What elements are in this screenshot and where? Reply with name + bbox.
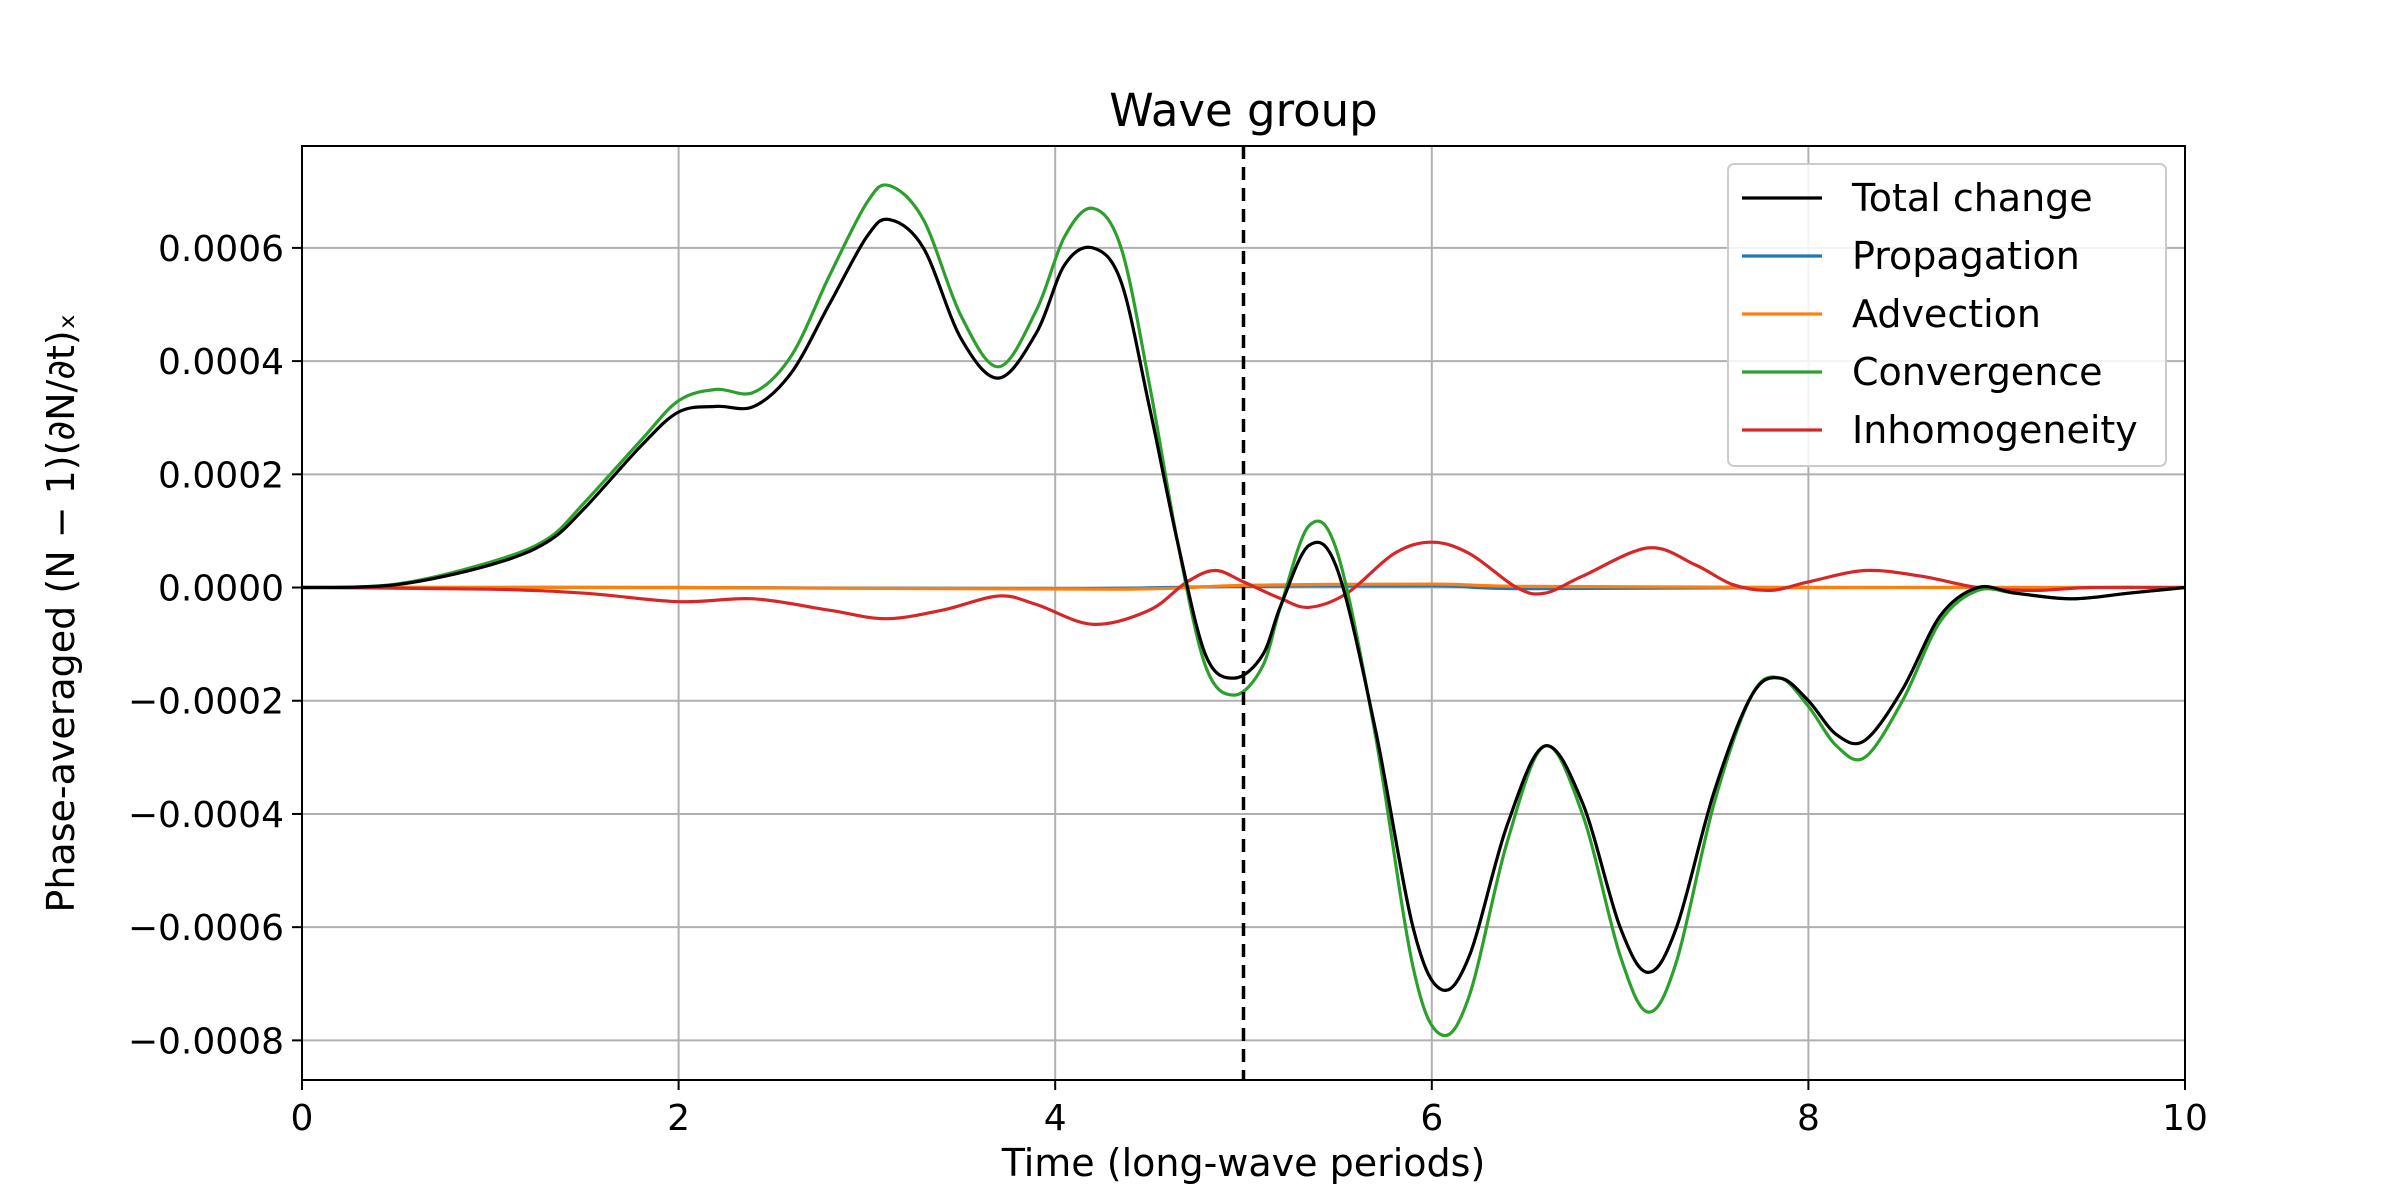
y-axis-ticks: 0.0006 0.0004 0.0002 0.0000 −0.0002 −0.0004 −0… <box>128 229 302 1062</box>
legend-box <box>1727 163 2167 467</box>
y-tick-label: −0.0004 <box>128 795 284 836</box>
y-tick-label: −0.0006 <box>128 908 284 949</box>
plot-frame <box>301 145 2186 1081</box>
series-line-total-change <box>301 217 2186 992</box>
y-tick-label: 0.0002 <box>158 455 284 496</box>
legend-label: Propagation <box>1852 234 2080 278</box>
x-tick-label: 10 <box>2162 1098 2208 1139</box>
x-tick-label: 2 <box>667 1098 690 1139</box>
y-tick-label: −0.0002 <box>128 682 284 723</box>
series-line-convergence <box>301 183 2186 1038</box>
legend-label: Inhomogeneity <box>1852 408 2138 452</box>
y-axis-label: Phase-averaged (N − 1)(∂N/∂t)ₓ <box>39 313 83 912</box>
legend-label: Convergence <box>1852 350 2103 394</box>
y-tick-label: 0.0006 <box>158 229 284 270</box>
y-tick-label: 0.0004 <box>158 342 284 383</box>
x-tick-label: 0 <box>291 1098 314 1139</box>
x-axis-ticks: 0 2 4 6 8 10 <box>291 1080 2208 1139</box>
x-tick-label: 4 <box>1044 1098 1067 1139</box>
series-line-inhomogeneity <box>301 540 2186 626</box>
legend-label: Total change <box>1851 176 2093 220</box>
legend-label: Advection <box>1852 292 2041 336</box>
legend: Total change Propagation Advection Converge… <box>1727 163 2167 467</box>
x-tick-label: 8 <box>1797 1098 1820 1139</box>
series-line-advection <box>301 582 2186 591</box>
series-lines <box>301 183 2186 1038</box>
chart-title: Wave group <box>1109 84 1378 137</box>
x-tick-label: 6 <box>1420 1098 1443 1139</box>
x-axis-label: Time (long-wave periods) <box>1001 1141 1486 1185</box>
y-tick-label: −0.0008 <box>128 1021 284 1062</box>
y-tick-label: 0.0000 <box>158 569 284 610</box>
